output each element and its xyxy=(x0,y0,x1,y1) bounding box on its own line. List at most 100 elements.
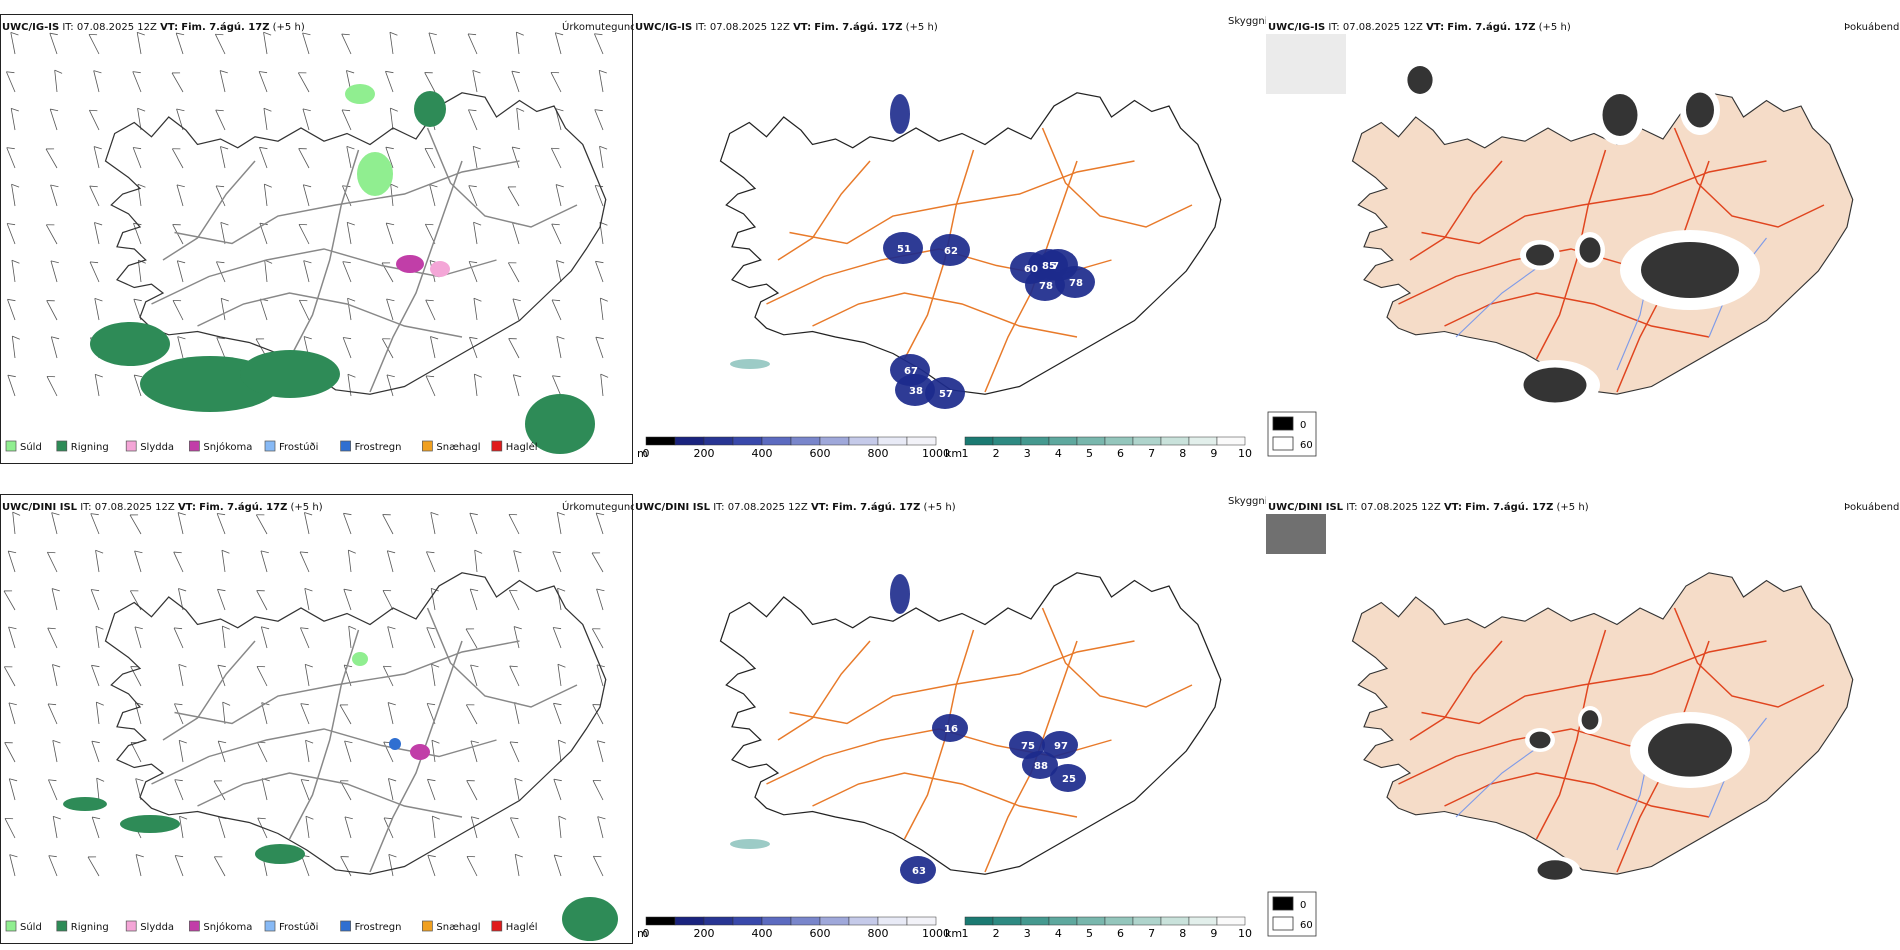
wind-barb xyxy=(179,815,188,839)
cbar-km-tick: 1 xyxy=(962,447,969,460)
road-line xyxy=(777,640,871,741)
cbar-m-segment xyxy=(761,916,792,926)
wind-barb xyxy=(389,31,398,55)
road-line xyxy=(777,160,871,261)
cbar-m-segment xyxy=(645,916,676,926)
wind-barb xyxy=(468,185,478,207)
wind-barb xyxy=(4,817,16,839)
wind-barb xyxy=(558,815,567,839)
precip-title-row2: Úrkomutegund xyxy=(562,502,637,513)
cbar-km-tick: 1 xyxy=(962,927,969,940)
legend-swatch xyxy=(5,920,17,932)
cbar-km-tick: 4 xyxy=(1055,927,1062,940)
wind-barb xyxy=(172,299,184,321)
cbar-km-segment xyxy=(1160,916,1190,926)
cbar-km-segment xyxy=(1132,916,1162,926)
wind-barb xyxy=(302,32,311,55)
wind-barb xyxy=(591,552,604,573)
iceland-land-fog xyxy=(1351,572,1854,875)
sleet-area xyxy=(430,261,450,277)
cbar-km-segment xyxy=(992,436,1022,446)
wind-barb xyxy=(6,147,16,169)
wind-barb xyxy=(303,260,312,283)
wind-barb xyxy=(591,628,604,649)
road-line xyxy=(162,160,256,261)
cbar-m-segment xyxy=(877,916,908,926)
cbar-m-tick: 600 xyxy=(810,927,831,940)
wind-barb xyxy=(466,855,478,877)
rain-area xyxy=(255,844,305,864)
rain-area xyxy=(120,815,180,833)
wind-barb xyxy=(514,778,523,801)
iceland-outline-ceiling xyxy=(719,92,1222,395)
wind-barb xyxy=(473,221,482,245)
wind-barb xyxy=(45,148,58,169)
cbar-km-segment xyxy=(1160,436,1190,446)
road-line xyxy=(1673,127,1825,228)
wind-barb xyxy=(474,549,483,573)
iceland-outline-ceiling xyxy=(719,572,1222,875)
cbar-km-tick: 2 xyxy=(993,927,1000,940)
road-line xyxy=(789,640,1135,725)
wind-barb xyxy=(176,184,185,207)
wind-barb xyxy=(11,259,20,283)
rain-area xyxy=(414,91,446,127)
ceiling-value-label: 97 xyxy=(1054,741,1068,752)
road-line xyxy=(162,640,256,741)
legend-label: Súld xyxy=(20,441,42,453)
wind-barb xyxy=(217,664,226,687)
wind-barb xyxy=(305,815,314,839)
wind-barb xyxy=(299,551,310,573)
fog-core xyxy=(1641,242,1739,298)
wind-barb xyxy=(8,626,17,649)
ceiling-value-label: 78 xyxy=(1039,281,1053,292)
wind-barb xyxy=(597,816,606,839)
cbar-m-tick: 0 xyxy=(643,447,650,460)
wind-barb xyxy=(94,222,103,245)
wind-barb xyxy=(473,297,482,321)
wind-barb xyxy=(469,336,478,359)
wind-barb xyxy=(4,742,16,763)
wind-barb xyxy=(385,70,394,93)
legend-label: Snjókoma xyxy=(203,441,252,453)
wind-barb xyxy=(470,740,479,763)
cbar-km-tick: 7 xyxy=(1148,927,1155,940)
wind-barb xyxy=(557,739,566,763)
wind-barb xyxy=(263,183,272,207)
drizzle-area xyxy=(352,652,368,666)
fog-legend-label: 60 xyxy=(1300,440,1313,451)
wind-barb xyxy=(509,665,520,687)
wind-barb xyxy=(347,549,356,573)
wind-barb xyxy=(431,739,440,763)
fog-core xyxy=(1529,731,1551,749)
wind-barb xyxy=(382,589,394,611)
wind-barb xyxy=(469,588,479,611)
wind-barb xyxy=(3,666,16,687)
cbar-m-segment xyxy=(703,916,734,926)
wind-barb xyxy=(467,33,478,55)
cbar-km-segment xyxy=(1048,436,1078,446)
cbar-km-tick: 3 xyxy=(1024,927,1031,940)
cbar-m-segment xyxy=(732,436,763,446)
fog-haze xyxy=(1266,514,1326,554)
wind-barb xyxy=(304,588,313,611)
legend-swatch xyxy=(125,920,137,932)
cbar-km-tick: 9 xyxy=(1210,927,1217,940)
wind-barb xyxy=(425,375,436,397)
precip-panel-row2 xyxy=(0,494,633,944)
wind-barb xyxy=(424,72,436,93)
wind-barb xyxy=(298,223,310,245)
cbar-km-segment xyxy=(1048,916,1078,926)
legend-label: Haglél xyxy=(506,921,538,933)
wind-barb xyxy=(50,184,59,207)
wind-barb xyxy=(304,663,313,687)
wind-barb xyxy=(90,513,100,535)
fog-legend-label: 60 xyxy=(1300,920,1313,931)
wind-barb xyxy=(386,298,395,321)
wind-barb xyxy=(6,71,16,93)
visibility-area xyxy=(730,839,770,849)
wind-barb xyxy=(49,108,59,131)
wind-barb xyxy=(135,778,144,801)
header-row2-col3: UWC/DINI ISL IT: 07.08.2025 12Z VT: Fim.… xyxy=(1268,502,1589,513)
wind-barb xyxy=(556,336,565,359)
